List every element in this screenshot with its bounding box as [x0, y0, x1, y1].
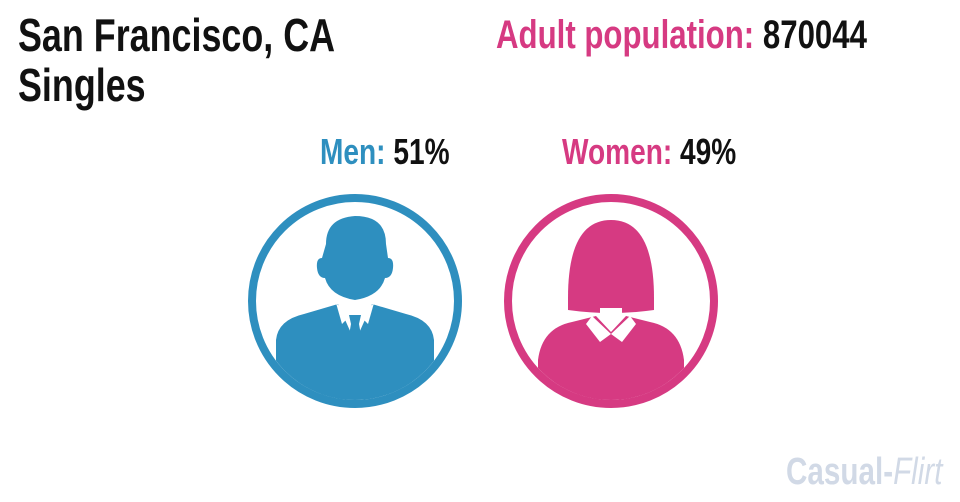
brand-part-casual: Casual — [786, 451, 884, 493]
population-value: 870044 — [762, 13, 867, 57]
men-stat: Men: 51% — [320, 130, 486, 174]
men-value: 51% — [393, 131, 450, 172]
adult-population: Adult population: 870044 — [496, 10, 960, 60]
brand-logo: Casual-Flirt — [786, 450, 960, 494]
women-value: 49% — [680, 131, 737, 172]
man-silhouette-icon — [246, 192, 464, 410]
population-label: Adult population: — [496, 13, 755, 57]
brand-part-flirt: Flirt — [893, 451, 943, 493]
title-line-singles: Singles — [18, 59, 146, 111]
woman-silhouette-icon — [502, 192, 720, 410]
brand-separator: - — [883, 451, 894, 493]
women-label: Women: — [562, 131, 673, 172]
title-line-city: San Francisco, CA — [18, 9, 336, 61]
page-title: San Francisco, CA Singles — [18, 10, 424, 110]
men-label: Men: — [320, 131, 386, 172]
women-stat: Women: 49% — [562, 130, 785, 174]
